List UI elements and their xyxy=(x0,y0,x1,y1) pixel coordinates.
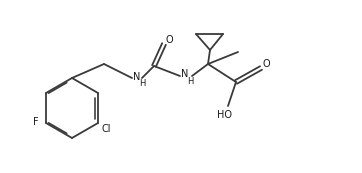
Text: N: N xyxy=(181,69,188,79)
Text: H: H xyxy=(139,79,146,88)
Text: N: N xyxy=(133,72,140,82)
Text: HO: HO xyxy=(216,110,232,120)
Text: Cl: Cl xyxy=(102,124,111,134)
Text: H: H xyxy=(187,76,193,85)
Text: O: O xyxy=(165,35,173,45)
Text: O: O xyxy=(262,59,270,69)
Text: F: F xyxy=(33,117,39,127)
